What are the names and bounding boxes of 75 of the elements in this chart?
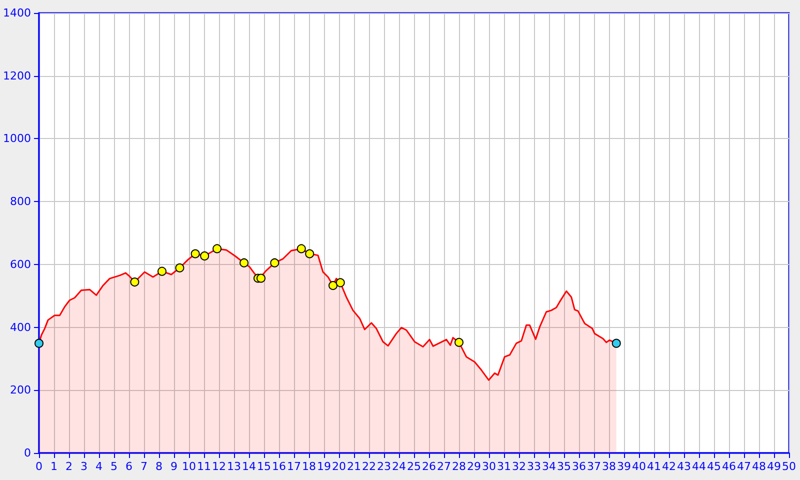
x-tick-label: 23	[377, 460, 391, 473]
y-tick-label: 1000	[3, 132, 31, 146]
x-tick-label: 47	[737, 460, 751, 473]
x-tick-label: 44	[692, 460, 706, 473]
point	[175, 263, 184, 272]
x-tick-label: 45	[707, 460, 721, 473]
x-tick-label: 5	[110, 460, 118, 473]
x-tick-label: 21	[347, 460, 361, 473]
point	[212, 244, 222, 254]
x-tick-label: 7	[140, 460, 148, 473]
x-tick-label: 0	[36, 460, 42, 473]
x-tick-label: 39	[617, 460, 631, 473]
x-tick-label: 42	[662, 460, 676, 473]
x-tick-label: 11	[197, 460, 211, 473]
point	[336, 278, 345, 288]
x-tick-label: 41	[647, 460, 661, 473]
point	[612, 338, 621, 348]
y-tick-label: 0	[24, 446, 31, 460]
point	[328, 280, 338, 290]
x-tick-label: 46	[722, 460, 736, 473]
x-tick-label: 50	[782, 460, 796, 473]
y-tick-label: 1200	[3, 69, 31, 82]
point	[454, 338, 464, 347]
x-tick-label: 14	[242, 460, 256, 473]
x-tick-label: 25	[407, 460, 421, 473]
x-tick-label: 36	[572, 460, 586, 473]
x-tick-label: 49	[767, 460, 781, 473]
x-tick-label: 38	[602, 460, 616, 473]
x-tick-label: 28	[452, 460, 466, 473]
x-tick-label: 3	[80, 460, 88, 473]
point	[200, 251, 210, 260]
point	[305, 249, 314, 258]
y-tick-label: 200	[10, 384, 31, 397]
x-tick-label: 1	[50, 460, 58, 473]
y-tick-label: 1400	[3, 6, 31, 20]
x-tick-label: 15	[257, 460, 271, 473]
x-tick-label: 35	[557, 460, 571, 473]
x-tick-label: 24	[392, 460, 406, 473]
x-tick-label: 34	[542, 460, 556, 473]
point	[256, 274, 266, 283]
x-tick-label: 6	[126, 460, 132, 473]
x-tick-label: 48	[752, 460, 766, 473]
x-tick-label: 20	[332, 460, 346, 473]
x-tick-label: 9	[170, 460, 178, 473]
x-tick-label: 31	[497, 460, 511, 473]
y-tick-label: 800	[10, 195, 31, 208]
x-tick-label: 10	[182, 460, 196, 473]
point	[296, 244, 306, 254]
x-tick-label: 26	[422, 460, 436, 473]
x-tick-label: 37	[587, 460, 601, 473]
x-tick-label: 19	[317, 460, 331, 473]
x-tick-label: 33	[527, 460, 541, 473]
y-tick-label: 400	[10, 320, 31, 334]
x-tick-label: 17	[287, 460, 301, 473]
point	[270, 258, 280, 268]
x-tick-label: 2	[66, 460, 72, 473]
x-tick-label: 18	[302, 460, 316, 473]
point	[158, 266, 166, 276]
x-tick-label: 12	[212, 460, 226, 473]
x-tick-label: 4	[96, 460, 102, 473]
x-tick-label: 30	[482, 460, 496, 473]
x-tick-label: 29	[467, 460, 481, 473]
point	[190, 249, 200, 258]
x-tick-label: 8	[156, 460, 162, 473]
x-tick-label: 32	[512, 460, 526, 473]
x-tick-label: 13	[227, 460, 241, 473]
y-tick-label: 600	[10, 258, 31, 271]
point	[130, 278, 140, 287]
x-tick-label: 16	[272, 460, 286, 473]
point	[240, 258, 249, 268]
x-tick-label: 27	[437, 460, 451, 473]
x-tick-label: 40	[632, 460, 646, 473]
x-tick-label: 43	[677, 460, 691, 473]
point	[34, 338, 44, 348]
x-tick-label: 22	[362, 460, 376, 473]
